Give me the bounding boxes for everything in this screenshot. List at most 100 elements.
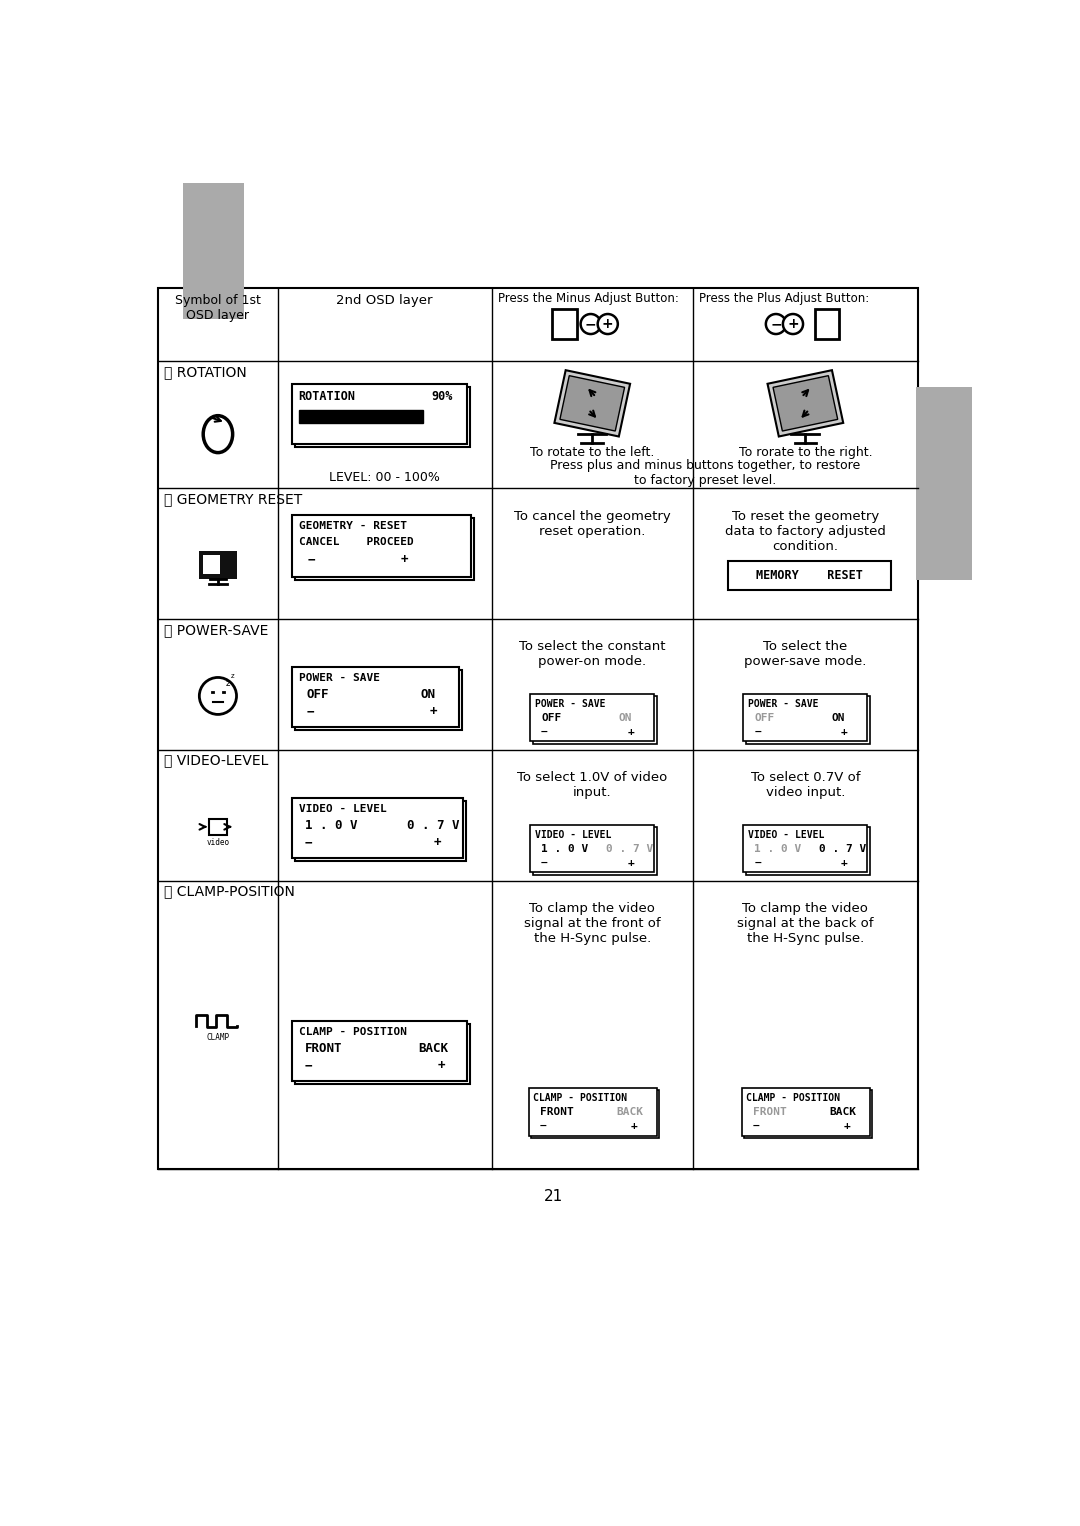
Bar bbox=[531, 1090, 659, 1138]
Text: ON: ON bbox=[832, 713, 846, 723]
Text: CLAMP - POSITION: CLAMP - POSITION bbox=[298, 1027, 406, 1038]
Text: ⑮ ROTATION: ⑮ ROTATION bbox=[164, 365, 247, 378]
Text: CLAMP - POSITION: CLAMP - POSITION bbox=[534, 1093, 627, 1103]
Polygon shape bbox=[768, 371, 843, 436]
Text: Press the Plus Adjust Button:: Press the Plus Adjust Button: bbox=[699, 291, 869, 305]
Text: 1 . 0 V: 1 . 0 V bbox=[305, 819, 357, 832]
Bar bbox=[293, 1021, 467, 1080]
Text: 1 . 0 V: 1 . 0 V bbox=[541, 844, 589, 853]
Bar bbox=[183, 183, 243, 319]
Bar bbox=[745, 827, 869, 874]
Bar bbox=[200, 551, 237, 578]
Text: FRONT: FRONT bbox=[305, 1042, 342, 1056]
Text: −: − bbox=[753, 1122, 759, 1131]
Bar bbox=[159, 288, 918, 1169]
Text: OFF: OFF bbox=[754, 713, 774, 723]
Text: FRONT: FRONT bbox=[753, 1108, 786, 1117]
Text: 0 . 7 V: 0 . 7 V bbox=[606, 844, 653, 853]
Text: CLAMP: CLAMP bbox=[206, 1033, 229, 1042]
Text: FRONT: FRONT bbox=[540, 1108, 573, 1117]
Text: +: + bbox=[627, 858, 635, 868]
Text: −: − bbox=[305, 1059, 312, 1073]
Text: CLAMP - POSITION: CLAMP - POSITION bbox=[746, 1093, 840, 1103]
Text: −: − bbox=[541, 858, 548, 868]
Bar bbox=[745, 696, 869, 743]
Text: To select the
power-save mode.: To select the power-save mode. bbox=[744, 641, 866, 668]
Text: Press the Minus Adjust Button:: Press the Minus Adjust Button: bbox=[498, 291, 678, 305]
Bar bbox=[293, 385, 467, 444]
Bar bbox=[296, 670, 462, 729]
Bar bbox=[203, 555, 220, 574]
Text: VIDEO - LEVEL: VIDEO - LEVEL bbox=[748, 830, 824, 839]
Bar bbox=[743, 824, 867, 873]
Text: OFF: OFF bbox=[541, 713, 562, 723]
Text: To select 0.7V of
video input.: To select 0.7V of video input. bbox=[751, 772, 860, 800]
Bar bbox=[916, 388, 972, 580]
Circle shape bbox=[200, 678, 237, 714]
Text: −: − bbox=[540, 1122, 546, 1131]
Bar bbox=[744, 1090, 872, 1138]
Text: OFF: OFF bbox=[307, 688, 328, 702]
Text: video: video bbox=[206, 838, 229, 847]
Text: To cancel the geometry
reset operation.: To cancel the geometry reset operation. bbox=[514, 510, 671, 537]
Polygon shape bbox=[559, 375, 624, 430]
Text: To reset the geometry
data to factory adjusted
condition.: To reset the geometry data to factory ad… bbox=[725, 510, 886, 552]
Ellipse shape bbox=[203, 415, 232, 453]
Text: −: − bbox=[307, 705, 314, 719]
Text: 21: 21 bbox=[544, 1189, 563, 1204]
Text: To select 1.0V of video
input.: To select 1.0V of video input. bbox=[517, 772, 667, 800]
Text: VIDEO - LEVEL: VIDEO - LEVEL bbox=[535, 830, 611, 839]
Text: BACK: BACK bbox=[617, 1108, 644, 1117]
Text: +: + bbox=[631, 1122, 637, 1131]
Text: GEOMETRY - RESET: GEOMETRY - RESET bbox=[298, 522, 406, 531]
Circle shape bbox=[581, 314, 600, 334]
Text: ⑰ POWER-SAVE: ⑰ POWER-SAVE bbox=[164, 623, 269, 636]
Text: 0 . 7 V: 0 . 7 V bbox=[407, 819, 459, 832]
Text: To rorate to the right.: To rorate to the right. bbox=[739, 446, 873, 459]
Text: +: + bbox=[602, 317, 613, 331]
Text: ⬛: ⬛ bbox=[215, 821, 221, 830]
Text: ⑯ GEOMETRY RESET: ⑯ GEOMETRY RESET bbox=[164, 491, 302, 507]
Circle shape bbox=[766, 314, 786, 334]
Text: Press plus and minus buttons together, to restore
to factory preset level.: Press plus and minus buttons together, t… bbox=[550, 459, 860, 487]
Text: POWER - SAVE: POWER - SAVE bbox=[535, 699, 606, 710]
Text: 1 . 0 V: 1 . 0 V bbox=[754, 844, 801, 853]
Text: ⑲ CLAMP-POSITION: ⑲ CLAMP-POSITION bbox=[164, 885, 295, 899]
Text: +: + bbox=[433, 836, 441, 848]
Text: Symbol of 1st
OSD layer: Symbol of 1st OSD layer bbox=[175, 295, 261, 322]
Text: −: − bbox=[305, 836, 312, 848]
Text: MEMORY    RESET: MEMORY RESET bbox=[756, 569, 863, 583]
Text: ROTATION: ROTATION bbox=[298, 391, 355, 403]
Text: +: + bbox=[843, 1122, 850, 1131]
Text: z: z bbox=[226, 679, 230, 688]
Text: 0 . 7 V: 0 . 7 V bbox=[820, 844, 866, 853]
Text: +: + bbox=[841, 858, 848, 868]
Text: +: + bbox=[627, 726, 635, 737]
Circle shape bbox=[783, 314, 804, 334]
Polygon shape bbox=[773, 375, 838, 430]
Bar bbox=[530, 694, 654, 742]
Text: CANCEL    PROCEED: CANCEL PROCEED bbox=[298, 537, 414, 546]
Bar bbox=[743, 694, 867, 742]
Text: −: − bbox=[541, 726, 548, 737]
Text: POWER - SAVE: POWER - SAVE bbox=[748, 699, 819, 710]
Text: ON: ON bbox=[619, 713, 632, 723]
Polygon shape bbox=[554, 371, 630, 436]
Bar bbox=[298, 410, 422, 423]
Text: To rotate to the left.: To rotate to the left. bbox=[530, 446, 654, 459]
Bar bbox=[814, 310, 839, 339]
Text: BACK: BACK bbox=[419, 1042, 448, 1056]
Text: To clamp the video
signal at the front of
the H-Sync pulse.: To clamp the video signal at the front o… bbox=[524, 902, 661, 945]
Bar bbox=[742, 1088, 869, 1135]
Bar bbox=[296, 801, 465, 861]
Text: 2nd OSD layer: 2nd OSD layer bbox=[336, 295, 433, 307]
Text: ⑱ VIDEO-LEVEL: ⑱ VIDEO-LEVEL bbox=[164, 754, 269, 768]
Text: To clamp the video
signal at the back of
the H-Sync pulse.: To clamp the video signal at the back of… bbox=[738, 902, 874, 945]
Text: 90%: 90% bbox=[431, 391, 453, 403]
Text: −: − bbox=[308, 554, 315, 566]
Text: VIDEO - LEVEL: VIDEO - LEVEL bbox=[298, 804, 387, 813]
Text: ON: ON bbox=[420, 688, 435, 702]
Text: LEVEL: 00 - 100%: LEVEL: 00 - 100% bbox=[329, 472, 440, 484]
Bar bbox=[296, 517, 474, 580]
Circle shape bbox=[597, 314, 618, 334]
